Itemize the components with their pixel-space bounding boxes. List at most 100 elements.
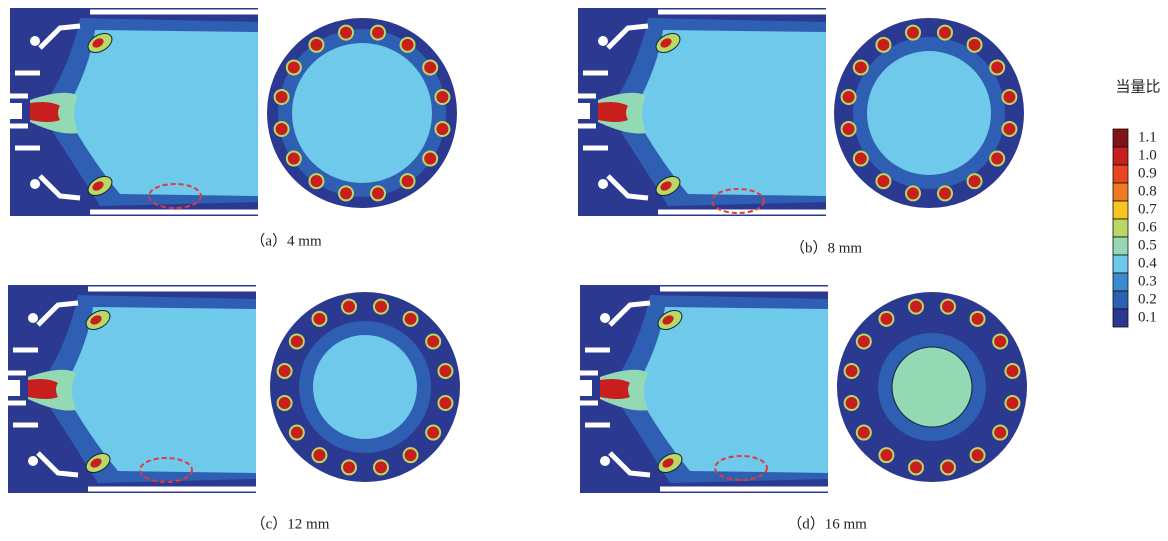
fuel-spot — [969, 175, 981, 187]
fuel-spot — [436, 91, 448, 103]
fuel-spot — [994, 427, 1006, 439]
injector-knob — [598, 179, 608, 189]
fuel-spot — [427, 335, 439, 347]
fuel-spot — [910, 461, 922, 473]
legend-label: 1.1 — [1138, 129, 1157, 145]
fuel-spot — [969, 39, 981, 51]
panel-caption: （a）4 mm — [250, 232, 322, 249]
injector-knob — [28, 313, 38, 323]
legend-label: 0.5 — [1138, 237, 1157, 253]
legend-swatch — [1113, 129, 1128, 147]
fuel-spot — [402, 175, 414, 187]
panel: （b）8 mm — [578, 8, 1025, 256]
legend-swatch — [1113, 255, 1128, 273]
legend-swatch — [1113, 201, 1128, 219]
panel-caption: （d）16 mm — [787, 515, 867, 532]
fuel-spot — [907, 27, 919, 39]
legend-label: 0.4 — [1138, 255, 1157, 271]
panel-caption: （b）8 mm — [790, 239, 862, 256]
fuel-spot — [972, 449, 984, 461]
fuel-spot — [310, 39, 322, 51]
jet-core — [598, 102, 628, 122]
fuel-spot — [402, 39, 414, 51]
legend-swatch — [1113, 291, 1128, 309]
inner-region — [892, 347, 972, 427]
fuel-spot — [343, 301, 355, 313]
injector-tip — [580, 380, 592, 396]
fuel-spot — [372, 27, 384, 39]
panel: （d）16 mm — [580, 285, 1028, 532]
legend-title: 当量比 — [1115, 78, 1160, 95]
panel: （c）12 mm — [8, 285, 461, 532]
panel-caption: （c）12 mm — [251, 515, 330, 532]
fuel-spot — [343, 461, 355, 473]
fuel-spot — [340, 27, 352, 39]
jet-core — [30, 102, 60, 122]
fuel-spot — [843, 123, 855, 135]
fuel-spot — [424, 153, 436, 165]
injector-knob — [600, 456, 610, 466]
inner-region — [313, 335, 417, 439]
fuel-spot — [939, 187, 951, 199]
inner-region — [867, 51, 991, 175]
legend-label: 0.1 — [1138, 309, 1157, 325]
fuel-spot — [846, 365, 858, 377]
legend-label: 0.2 — [1138, 291, 1157, 307]
legend-label: 0.9 — [1138, 165, 1157, 181]
fuel-spot — [991, 153, 1003, 165]
fuel-spot — [843, 91, 855, 103]
fuel-spot — [877, 39, 889, 51]
fuel-spot — [375, 301, 387, 313]
fuel-spot — [1006, 397, 1018, 409]
fuel-spot — [405, 313, 417, 325]
fuel-spot — [942, 301, 954, 313]
fuel-spot — [991, 61, 1003, 73]
fuel-spot — [877, 175, 889, 187]
fuel-spot — [855, 61, 867, 73]
legend-label: 0.8 — [1138, 183, 1157, 199]
injector-tip — [8, 380, 20, 396]
fuel-spot — [405, 449, 417, 461]
fuel-spot — [972, 313, 984, 325]
injector-knob — [30, 179, 40, 189]
legend-swatch — [1113, 273, 1128, 291]
fuel-spot — [436, 123, 448, 135]
fuel-spot — [288, 153, 300, 165]
fuel-spot — [291, 335, 303, 347]
injector-tip — [578, 103, 590, 119]
inner-region — [292, 43, 432, 183]
legend-label: 0.3 — [1138, 273, 1157, 289]
fuel-spot — [1003, 123, 1015, 135]
fuel-spot — [375, 461, 387, 473]
legend-swatch — [1113, 309, 1128, 327]
fuel-spot — [939, 27, 951, 39]
fuel-spot — [279, 397, 291, 409]
legend-swatch — [1113, 165, 1128, 183]
fuel-spot — [880, 313, 892, 325]
fuel-spot — [427, 427, 439, 439]
fuel-spot — [276, 123, 288, 135]
legend-swatch — [1113, 147, 1128, 165]
fuel-spot — [340, 187, 352, 199]
injector-knob — [30, 36, 40, 46]
legend-swatch — [1113, 237, 1128, 255]
fuel-spot — [372, 187, 384, 199]
fuel-spot — [1003, 91, 1015, 103]
fuel-spot — [291, 427, 303, 439]
panel: （a）4 mm — [10, 8, 458, 249]
fuel-spot — [994, 335, 1006, 347]
fuel-spot — [1006, 365, 1018, 377]
legend-label: 0.7 — [1138, 201, 1157, 217]
injector-tip — [10, 103, 22, 119]
fuel-spot — [313, 313, 325, 325]
fuel-spot — [439, 365, 451, 377]
fuel-spot — [279, 365, 291, 377]
fuel-spot — [880, 449, 892, 461]
fuel-spot — [424, 61, 436, 73]
fuel-spot — [313, 449, 325, 461]
fuel-spot — [846, 397, 858, 409]
injector-knob — [28, 456, 38, 466]
fuel-spot — [858, 335, 870, 347]
fuel-spot — [910, 301, 922, 313]
fuel-spot — [439, 397, 451, 409]
